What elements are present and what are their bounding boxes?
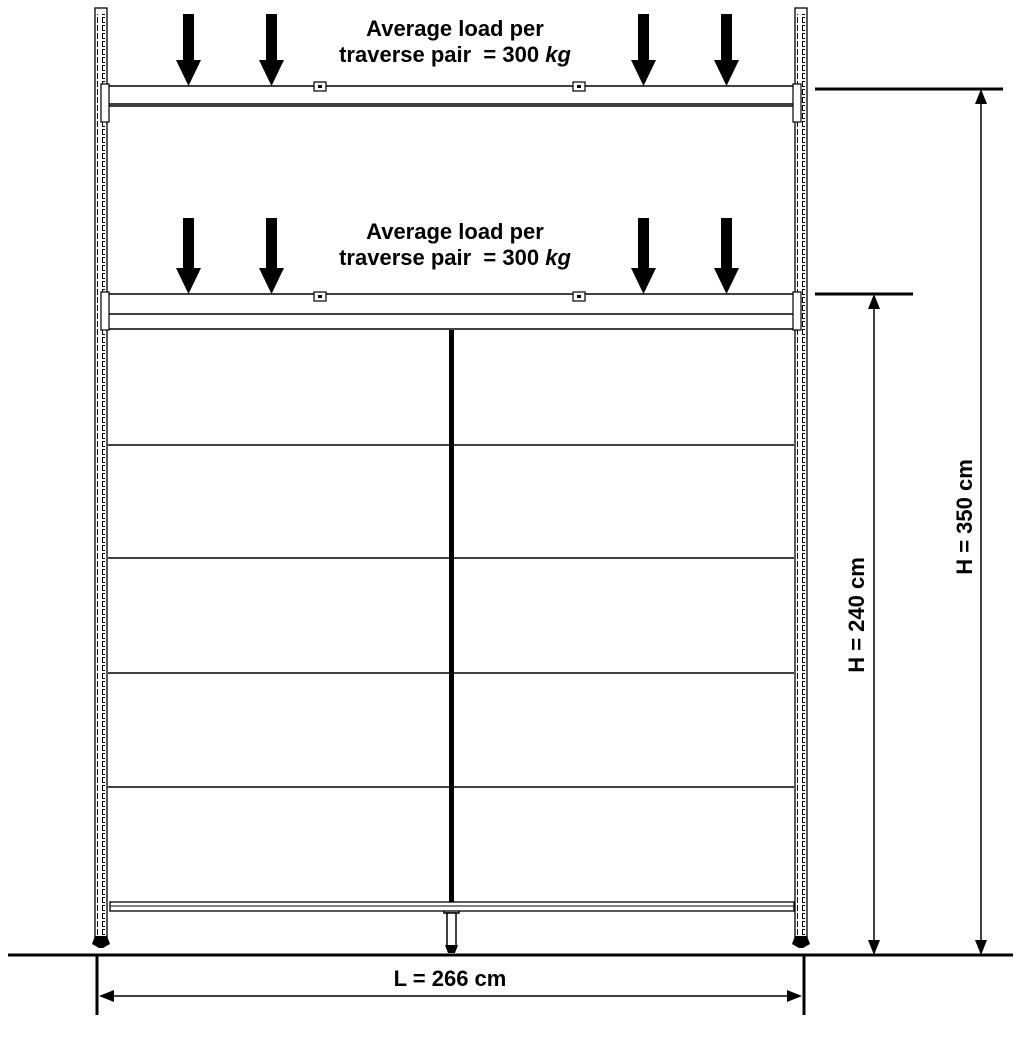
load-label-middle-line2: traverse pair = 300 — [339, 245, 545, 270]
load-label-middle: Average load per traverse pair = 300 kg — [290, 219, 620, 271]
top-beam — [101, 82, 801, 122]
down-arrow-icon — [176, 14, 201, 86]
load-label-top-line2: traverse pair = 300 — [339, 42, 545, 67]
load-label-middle-unit: kg — [545, 245, 571, 270]
right-upright — [792, 8, 810, 948]
center-post — [444, 330, 459, 953]
left-upright — [92, 8, 110, 948]
height-middle-label: H = 240 cm — [844, 540, 870, 690]
load-label-top: Average load per traverse pair = 300 kg — [290, 16, 620, 68]
bottom-beam — [110, 902, 794, 911]
load-label-middle-line1: Average load per — [290, 219, 620, 245]
down-arrow-icon — [714, 14, 739, 86]
load-label-top-unit: kg — [545, 42, 571, 67]
down-arrow-icon — [259, 14, 284, 86]
middle-beam — [101, 292, 801, 330]
down-arrow-icon — [631, 14, 656, 86]
height-top-label: H = 350 cm — [952, 442, 978, 592]
down-arrow-icon — [714, 218, 739, 294]
down-arrow-icon — [631, 218, 656, 294]
down-arrow-icon — [176, 218, 201, 294]
load-label-top-line1: Average load per — [290, 16, 620, 42]
down-arrow-icon — [259, 218, 284, 294]
length-label: L = 266 cm — [375, 966, 525, 992]
